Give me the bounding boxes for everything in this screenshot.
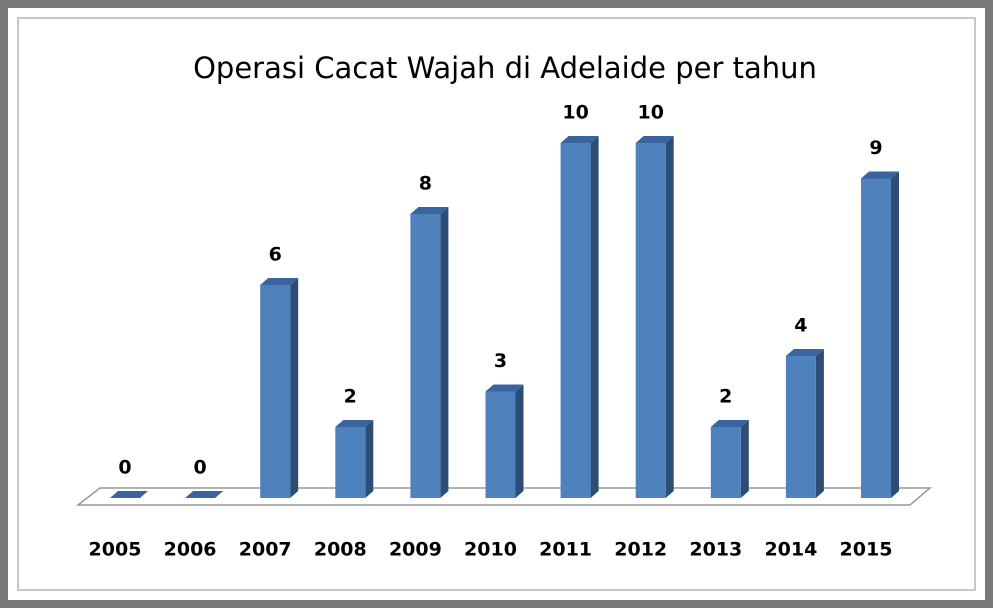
data-label: 10 bbox=[637, 102, 663, 124]
data-label: 0 bbox=[118, 457, 131, 479]
bar bbox=[410, 214, 441, 498]
bar bbox=[710, 427, 741, 498]
bar bbox=[785, 356, 816, 498]
bar-side bbox=[290, 278, 299, 498]
data-label: 8 bbox=[419, 173, 432, 195]
bar-top bbox=[710, 420, 749, 427]
bar-top bbox=[560, 136, 599, 143]
bar bbox=[861, 178, 891, 498]
chart-title: Operasi Cacat Wajah di Adelaide per tahu… bbox=[193, 51, 817, 85]
x-tick-label: 2007 bbox=[239, 539, 292, 561]
bar-side bbox=[740, 420, 749, 498]
bar bbox=[260, 285, 291, 498]
bar-side bbox=[590, 136, 599, 498]
bar bbox=[335, 427, 366, 498]
data-label: 10 bbox=[562, 102, 588, 124]
data-label: 3 bbox=[494, 350, 507, 372]
bar-top bbox=[185, 491, 224, 498]
x-tick-label: 2013 bbox=[689, 539, 742, 561]
bar-top bbox=[410, 207, 449, 214]
x-tick-label: 2005 bbox=[89, 539, 142, 561]
x-tick-label: 2008 bbox=[314, 539, 367, 561]
x-tick-label: 2014 bbox=[764, 539, 817, 561]
bar-top bbox=[260, 278, 299, 285]
bar bbox=[635, 143, 666, 498]
bar-side bbox=[891, 171, 899, 498]
bar-side bbox=[815, 349, 824, 498]
data-label: 2 bbox=[719, 386, 732, 408]
data-label: 2 bbox=[344, 386, 357, 408]
x-tick-label: 2006 bbox=[164, 539, 217, 561]
data-label: 6 bbox=[269, 244, 282, 266]
data-label: 9 bbox=[869, 137, 882, 159]
bar-top bbox=[635, 136, 674, 143]
data-label: 0 bbox=[193, 457, 206, 479]
x-tick-label: 2011 bbox=[539, 539, 592, 561]
bar-top bbox=[785, 349, 824, 356]
data-label: 4 bbox=[794, 315, 807, 337]
bar bbox=[560, 143, 591, 498]
bar-side bbox=[440, 207, 449, 498]
x-tick-label: 2015 bbox=[840, 539, 893, 561]
x-tick-label: 2012 bbox=[614, 539, 667, 561]
x-tick-label: 2009 bbox=[389, 539, 442, 561]
bar-side bbox=[515, 384, 524, 498]
bar-side bbox=[365, 420, 374, 498]
bar-top bbox=[110, 491, 148, 498]
bar-side bbox=[665, 136, 674, 498]
x-tick-label: 2010 bbox=[464, 539, 517, 561]
bar-top bbox=[485, 384, 524, 392]
bar-top bbox=[861, 171, 899, 179]
bar bbox=[485, 391, 516, 498]
bar-top bbox=[335, 420, 374, 427]
